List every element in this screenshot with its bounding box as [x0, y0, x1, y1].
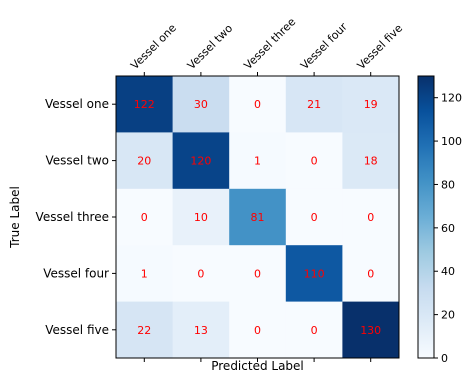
heatmap-cell	[285, 76, 343, 133]
heatmap-cell	[285, 245, 343, 302]
colorbar-tick-label: 100	[441, 135, 462, 148]
cell-value-label: 0	[254, 324, 261, 337]
heatmap-cell	[116, 245, 173, 302]
heatmap-cell	[342, 132, 400, 190]
heatmap-cell	[172, 301, 230, 359]
cell-value-label: 13	[194, 324, 208, 337]
cell-value-label: 130	[360, 324, 381, 337]
colorbar-ticks: 0 20 40 60 80 100 120	[434, 92, 462, 365]
heatmap-cell	[342, 76, 400, 133]
heatmap-cell	[229, 301, 287, 359]
cell-value-label: 1	[141, 267, 148, 280]
colorbar-tick-label: 0	[441, 352, 448, 365]
heatmap-cell	[116, 301, 173, 359]
heatmap-cell	[285, 301, 343, 359]
cell-value-label: 120	[190, 155, 211, 168]
cell-value-label: 19	[364, 98, 378, 111]
cell-value-label: 30	[194, 98, 208, 111]
y-axis-ticks: Vessel one Vessel two Vessel three Vessel f…	[36, 97, 116, 337]
cell-value-label: 1	[254, 155, 261, 168]
x-tick-label: Vessel three	[241, 15, 298, 72]
heatmap-cell	[172, 188, 230, 246]
heatmap-cell	[285, 132, 343, 190]
y-tick-label: Vessel three	[36, 210, 109, 224]
heatmap-cell	[172, 245, 230, 302]
cell-value-label: 110	[304, 267, 325, 280]
x-tick-label: Vessel one	[128, 21, 179, 72]
x-tick-label: Vessel five	[355, 21, 406, 72]
cell-value-label: 0	[197, 267, 204, 280]
colorbar-tick-label: 60	[441, 222, 455, 235]
cell-value-label: 0	[254, 267, 261, 280]
heatmap-cell	[342, 188, 400, 246]
heatmap-cell	[116, 76, 173, 133]
cell-value-label: 22	[137, 324, 151, 337]
colorbar-tick-label: 40	[441, 265, 455, 278]
cell-value-label: 0	[311, 324, 318, 337]
y-axis-label: True Label	[8, 186, 22, 249]
x-tick-label: Vessel four	[298, 20, 350, 72]
heatmap-cell	[229, 76, 287, 133]
heatmap-cells	[116, 76, 400, 359]
cell-value-label: 122	[134, 98, 155, 111]
heatmap-cell	[285, 188, 343, 246]
heatmap-cell	[172, 76, 230, 133]
cell-value-label: 0	[311, 211, 318, 224]
heatmap-cell	[229, 188, 287, 246]
cell-value-label: 81	[251, 211, 265, 224]
y-tick-label: Vessel one	[45, 97, 109, 111]
cell-value-label: 0	[367, 211, 374, 224]
heatmap-cell	[172, 132, 230, 190]
heatmap-cell	[116, 188, 173, 246]
heatmap-cell	[342, 245, 400, 302]
heatmap-cell	[229, 245, 287, 302]
colorbar-tick-label: 120	[441, 92, 462, 105]
cell-value-label: 18	[364, 155, 378, 168]
y-tick-label: Vessel four	[43, 266, 109, 280]
cell-value-label: 20	[137, 155, 151, 168]
cell-value-label: 0	[141, 211, 148, 224]
colorbar-tick-label: 20	[441, 309, 455, 322]
y-tick-label: Vessel five	[45, 323, 109, 337]
cell-value-label: 0	[254, 98, 261, 111]
cell-value-label: 10	[194, 211, 208, 224]
x-axis-label: Predicted Label	[211, 359, 304, 373]
colorbar-tick-label: 80	[441, 178, 455, 191]
colorbar-gradient	[417, 75, 435, 359]
cell-value-label: 0	[311, 155, 318, 168]
heatmap-cell	[229, 132, 287, 190]
colorbar: 0 20 40 60 80 100 120	[417, 75, 462, 365]
cell-value-label: 21	[307, 98, 321, 111]
x-tick-label: Vessel two	[185, 22, 236, 73]
heatmap-cell	[342, 301, 400, 359]
heatmap-cell	[116, 132, 173, 190]
cell-value-label: 0	[367, 267, 374, 280]
y-tick-label: Vessel two	[45, 154, 109, 168]
